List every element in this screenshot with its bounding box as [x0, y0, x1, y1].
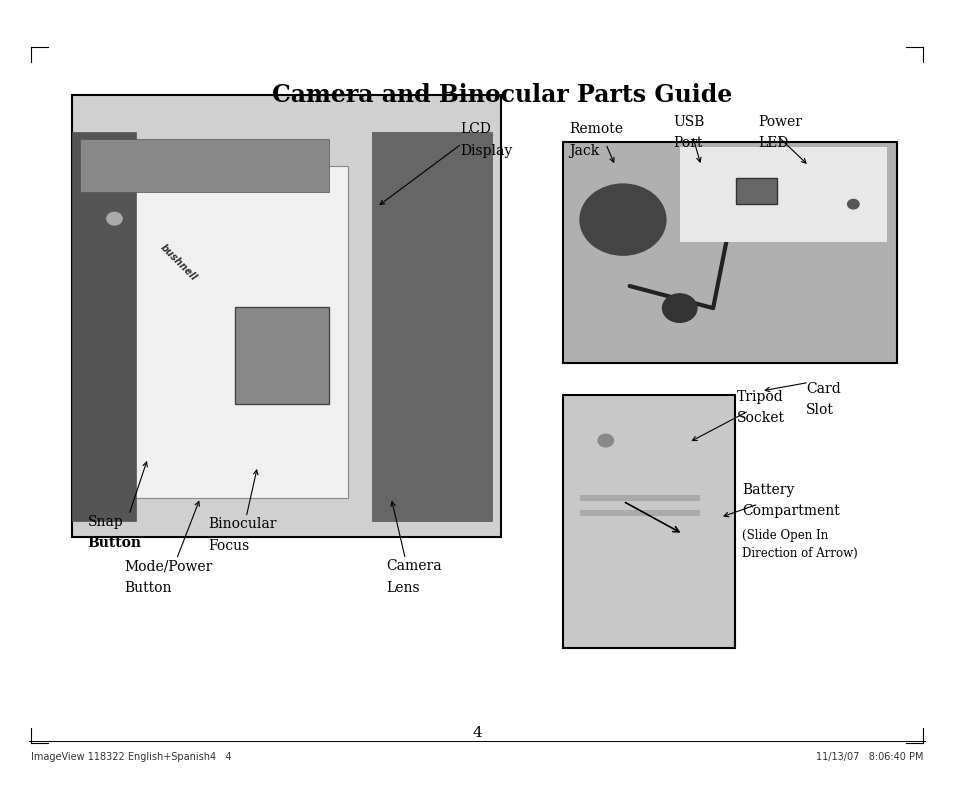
Bar	[679, 147, 885, 242]
Text: Camera and Binocular Parts Guide: Camera and Binocular Parts Guide	[272, 83, 731, 107]
Text: bushnell: bushnell	[158, 243, 199, 283]
Text: USB: USB	[673, 115, 704, 129]
Bar	[562, 395, 734, 648]
Text: Power: Power	[758, 115, 801, 129]
Bar	[234, 307, 329, 404]
Text: Port: Port	[673, 136, 702, 150]
Text: Binocular: Binocular	[208, 517, 276, 532]
Bar	[736, 178, 776, 204]
Text: (Slide Open In: (Slide Open In	[741, 529, 827, 542]
Bar	[91, 166, 348, 498]
Circle shape	[107, 213, 122, 225]
Text: Jack: Jack	[569, 144, 599, 158]
Text: Battery: Battery	[741, 483, 794, 498]
Text: Remote: Remote	[569, 122, 623, 137]
Bar	[80, 139, 329, 192]
Text: Mode/Power: Mode/Power	[124, 559, 213, 574]
Bar	[372, 132, 492, 521]
Text: Display: Display	[459, 144, 512, 158]
Text: Tripod: Tripod	[736, 390, 782, 404]
Bar	[71, 95, 500, 537]
Text: Card: Card	[805, 382, 840, 397]
Text: 11/13/07   8:06:40 PM: 11/13/07 8:06:40 PM	[815, 752, 923, 762]
Bar	[71, 132, 135, 521]
Text: LCD: LCD	[459, 122, 490, 137]
Bar	[579, 510, 700, 517]
Text: ImageView 118322 English+Spanish4   4: ImageView 118322 English+Spanish4 4	[30, 752, 231, 762]
Text: Camera: Camera	[386, 559, 441, 574]
Text: Snap: Snap	[88, 515, 123, 529]
Text: Compartment: Compartment	[741, 504, 839, 518]
Text: Button: Button	[124, 581, 172, 595]
Circle shape	[661, 294, 696, 322]
Circle shape	[579, 184, 665, 255]
Text: Lens: Lens	[386, 581, 419, 595]
Text: Socket: Socket	[736, 411, 783, 425]
Circle shape	[846, 199, 858, 209]
Text: 4: 4	[472, 726, 481, 740]
Bar	[579, 495, 700, 501]
Text: Slot: Slot	[805, 403, 833, 417]
Text: Button: Button	[88, 536, 142, 550]
Text: Direction of Arrow): Direction of Arrow)	[741, 547, 857, 559]
Bar	[562, 142, 896, 363]
Text: LED: LED	[758, 136, 788, 150]
Text: Focus: Focus	[208, 539, 249, 553]
Circle shape	[598, 435, 613, 447]
